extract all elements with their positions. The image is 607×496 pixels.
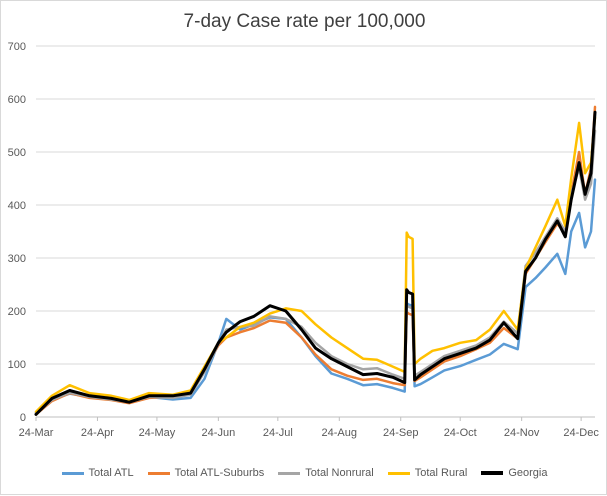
series-line-total-atl-suburbs	[34, 105, 597, 416]
legend-item: Total ATL-Suburbs	[147, 467, 265, 479]
x-tick-label: 24-Apr	[81, 427, 114, 439]
legend-swatch	[481, 471, 504, 475]
y-tick-label: 300	[8, 253, 26, 265]
x-tick-label: 24-Oct	[444, 427, 477, 439]
y-tick-label: 0	[20, 412, 26, 424]
y-tick-label: 600	[8, 94, 26, 106]
legend-swatch	[278, 471, 301, 475]
y-axis-tick-labels: 0 100 200 300 400 500 600 700	[8, 41, 26, 424]
legend-label: Total ATL-Suburbs	[174, 467, 265, 479]
x-tick-label: 24-Nov	[504, 427, 540, 439]
legend-label: Total Rural	[414, 467, 468, 479]
legend-item: Georgia	[481, 467, 547, 479]
series-lines	[34, 105, 597, 416]
legend-item: Total Nonrural	[278, 467, 374, 479]
y-tick-label: 500	[8, 147, 26, 159]
x-tick-label: 24-Jun	[202, 427, 236, 439]
legend-item: Total Rural	[387, 467, 468, 479]
legend-swatch	[387, 471, 410, 475]
x-tick-label: 24-Dec	[563, 427, 599, 439]
y-tick-label: 400	[8, 200, 26, 212]
x-tick-label: 24-May	[139, 427, 176, 439]
legend-label: Georgia	[508, 467, 548, 479]
y-tick-label: 100	[8, 359, 26, 371]
x-tick-label: 24-Aug	[322, 427, 357, 439]
series-line-georgia	[34, 110, 597, 416]
x-tick-label: 24-Sep	[383, 427, 418, 439]
series-line-total-atl	[34, 178, 597, 415]
y-tick-label: 200	[8, 306, 26, 318]
x-tick-label: 24-Mar	[19, 427, 54, 439]
series-line-total-rural	[34, 116, 597, 413]
legend-swatch	[147, 471, 170, 475]
legend-swatch	[61, 471, 84, 475]
legend-label: Total ATL	[88, 467, 134, 479]
legend-label: Total Nonrural	[305, 467, 374, 479]
x-axis-tick-labels: 24-Mar 24-Apr 24-May 24-Jun 24-Jul 24-Aug 24-S…	[19, 417, 599, 439]
series-line-total-nonrural	[34, 129, 597, 416]
chart-title: 7-day Case rate per 100,000	[183, 11, 426, 32]
gridlines	[36, 45, 595, 418]
y-tick-label: 700	[8, 41, 26, 53]
x-tick-label: 24-Jul	[263, 427, 293, 439]
legend-item: Total ATL	[61, 467, 134, 479]
legend: Total ATL Total ATL-Suburbs Total Nonrural…	[1, 467, 607, 479]
